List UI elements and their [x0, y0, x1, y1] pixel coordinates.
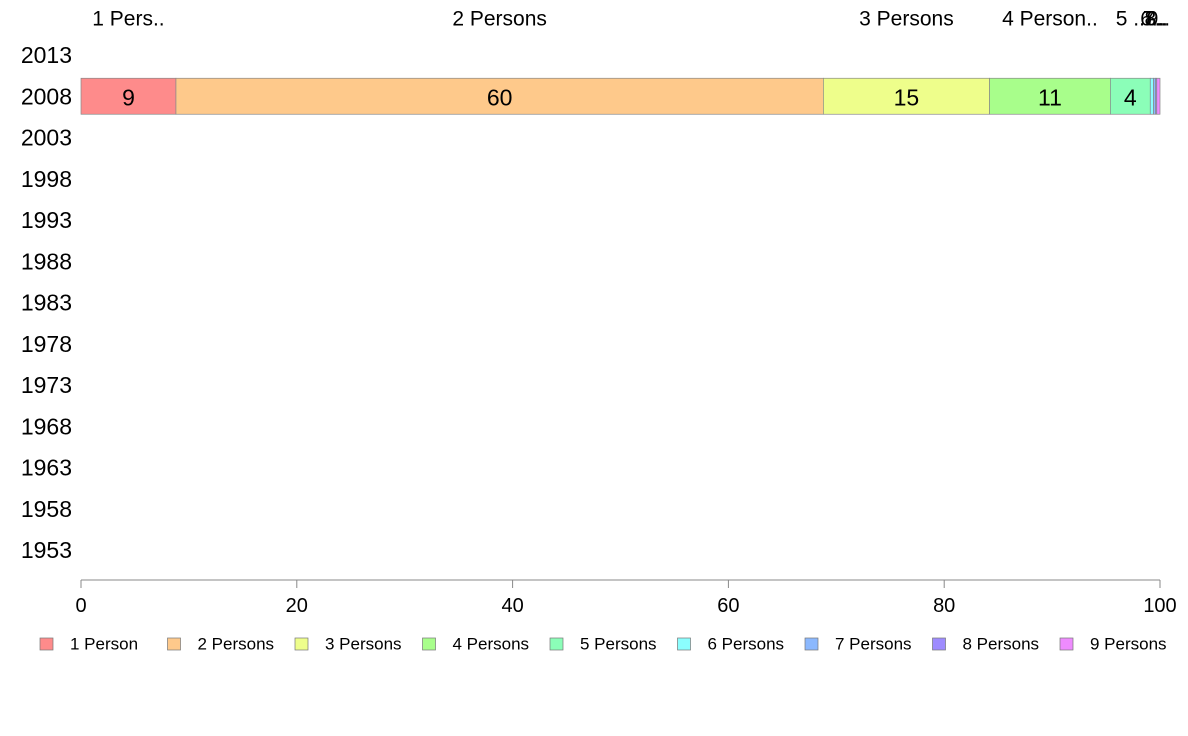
y-tick-label-1953: 1953 — [21, 537, 72, 563]
legend-swatch-5-persons — [549, 637, 564, 651]
y-axis-labels: 2013 2008 2003 1998 1993 1988 1983 1978 1973 1968… — [21, 42, 72, 563]
legend-item-3-persons[interactable]: 3 Persons — [294, 635, 402, 654]
y-tick-label-1988: 1988 — [21, 248, 72, 274]
legend-item-1-person[interactable]: 1 Person — [39, 635, 138, 654]
legend-label-5-persons: 5 Persons — [580, 635, 657, 654]
legend-swatch-7-persons — [804, 637, 819, 651]
legend-label-8-persons: 8 Persons — [963, 635, 1040, 654]
top-label-6-persons: 6.. — [1140, 8, 1163, 31]
legend-label-2-persons: 2 Persons — [198, 635, 275, 654]
legend-swatch-9-persons — [1059, 637, 1074, 651]
legend-swatch-6-persons — [677, 637, 691, 651]
y-tick-label-1968: 1968 — [21, 413, 72, 439]
legend-item-8-persons[interactable]: 8 Persons — [932, 635, 1040, 654]
bar-label-2-persons-2008: 60 — [487, 84, 513, 110]
legend-label-7-persons: 7 Persons — [835, 635, 912, 654]
y-tick-label-1983: 1983 — [21, 290, 72, 316]
legend-item-9-persons[interactable]: 9 Persons — [1059, 635, 1167, 654]
top-label-2-persons: 2 Persons — [452, 8, 547, 31]
y-tick-label-1993: 1993 — [21, 207, 72, 233]
bar-segment-5-persons-2008[interactable] — [1110, 77, 1151, 115]
legend-label-6-persons: 6 Persons — [708, 635, 785, 654]
legend-item-2-persons[interactable]: 2 Persons — [167, 635, 275, 654]
x-tick-label-100: 100 — [1143, 595, 1176, 617]
bar-segment-6-persons-2008[interactable] — [1149, 77, 1154, 115]
y-tick-label-1963: 1963 — [21, 455, 72, 481]
top-label-7-persons: 7.. — [1143, 8, 1166, 31]
top-label-5-persons: 5 .. — [1116, 8, 1145, 31]
x-tick-label-40: 40 — [501, 595, 523, 617]
y-tick-label-1973: 1973 — [21, 372, 72, 398]
legend-item-5-persons[interactable]: 5 Persons — [549, 635, 657, 654]
y-tick-label-2013: 2013 — [21, 42, 72, 68]
y-tick-label-1958: 1958 — [21, 496, 72, 522]
y-tick-label-2003: 2003 — [21, 125, 72, 151]
y-tick-label-1978: 1978 — [21, 331, 72, 357]
y-tick-label-2008: 2008 — [21, 83, 72, 109]
top-label-4-persons: 4 Person.. — [1002, 8, 1098, 31]
bar-segments: 9 60 15 11 4 — [80, 77, 1161, 115]
legend-item-7-persons[interactable]: 7 Persons — [804, 635, 912, 654]
bar-segment-9-persons-2008[interactable] — [1156, 77, 1161, 115]
x-axis: 0 20 40 60 80 100 — [75, 579, 1177, 617]
legend-swatch-2-persons — [167, 637, 181, 651]
legend[interactable]: 1 Person 2 Persons 3 Persons 4 Persons 5 Per… — [39, 635, 1167, 654]
legend-swatch-1-person — [39, 637, 54, 651]
x-tick-label-0: 0 — [75, 595, 86, 617]
legend-label-1-person: 1 Person — [70, 635, 138, 654]
top-label-1-person: 1 Pers.. — [92, 8, 164, 31]
bar-label-4-persons-2008: 11 — [1038, 84, 1062, 110]
legend-label-3-persons: 3 Persons — [325, 635, 402, 654]
bar-label-3-persons-2008: 15 — [894, 84, 920, 110]
bar-label-1-person-2008: 9 — [122, 84, 135, 110]
top-label-9-persons: 9.. — [1147, 8, 1170, 31]
legend-label-4-persons: 4 Persons — [453, 635, 530, 654]
x-tick-label-60: 60 — [717, 595, 739, 617]
bar-label-5-persons-2008: 4 — [1124, 84, 1137, 110]
x-tick-label-80: 80 — [933, 595, 955, 617]
bar-segment-4-persons-2008[interactable] — [989, 77, 1111, 115]
x-tick-label-20: 20 — [286, 595, 308, 617]
legend-swatch-8-persons — [932, 637, 946, 651]
legend-item-4-persons[interactable]: 4 Persons — [422, 635, 530, 654]
series-top-labels: 1 Pers.. 2 Persons 3 Persons 4 Person.. 5 ..… — [92, 8, 1170, 31]
top-label-8-persons: 8.. — [1145, 8, 1168, 31]
legend-swatch-4-persons — [422, 637, 436, 651]
top-label-3-persons: 3 Persons — [859, 8, 954, 31]
y-tick-label-1998: 1998 — [21, 166, 72, 192]
legend-label-9-persons: 9 Persons — [1090, 635, 1167, 654]
bar-segment-2-persons-2008[interactable] — [175, 77, 824, 115]
bar-segment-3-persons-2008[interactable] — [823, 77, 990, 115]
legend-swatch-3-persons — [294, 637, 309, 651]
legend-item-6-persons[interactable]: 6 Persons — [677, 635, 785, 654]
